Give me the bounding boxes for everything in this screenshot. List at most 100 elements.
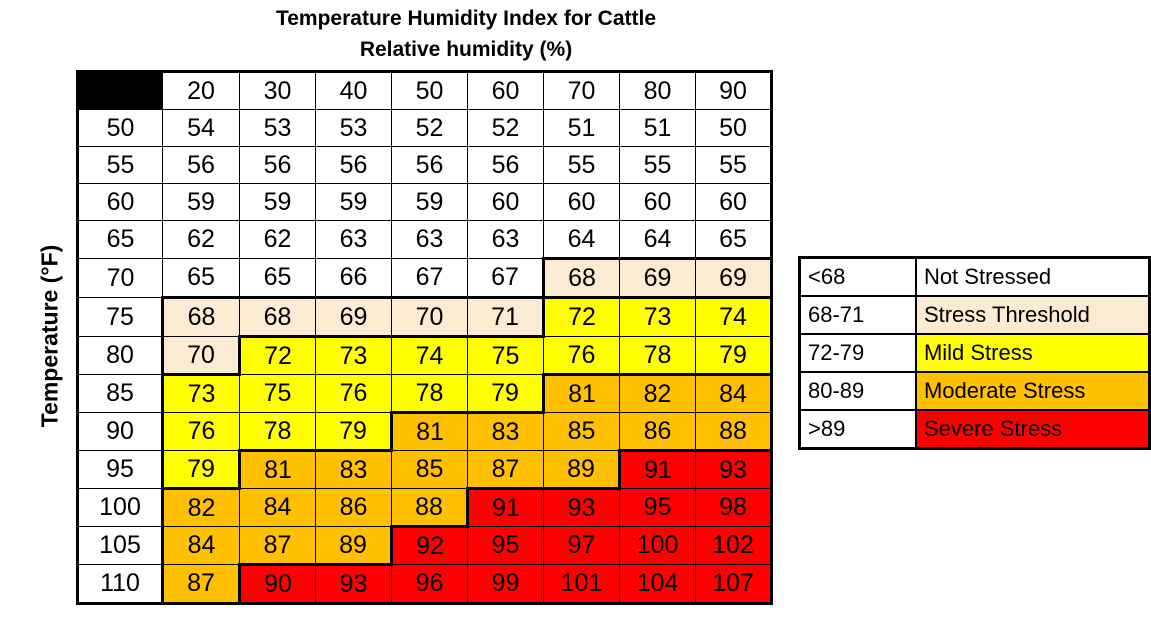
legend-row: 72-79 Mild Stress bbox=[798, 333, 1151, 373]
thi-cell: 102 bbox=[695, 526, 772, 565]
humidity-axis-title: Relative humidity (%) bbox=[359, 38, 573, 61]
thi-cell: 51 bbox=[543, 109, 620, 147]
thi-cell: 93 bbox=[543, 487, 620, 527]
thi-cell: 81 bbox=[390, 411, 468, 451]
thi-cell: 78 bbox=[391, 374, 468, 413]
table-row: 70 65 65 66 67 67 68 69 69 bbox=[77, 257, 772, 298]
legend-row: 68-71 Stress Threshold bbox=[798, 295, 1151, 335]
thi-cell: 63 bbox=[315, 220, 392, 259]
temperature-row-header: 110 bbox=[77, 564, 163, 604]
legend-range-cell: >89 bbox=[798, 409, 917, 450]
temperature-row-header: 80 bbox=[77, 336, 163, 375]
thi-cell: 91 bbox=[618, 449, 696, 489]
humidity-header-row: 20 30 40 50 60 70 80 90 bbox=[77, 71, 772, 110]
thi-cell: 79 bbox=[315, 412, 392, 451]
thi-cell: 91 bbox=[466, 487, 544, 527]
thi-cell: 84 bbox=[695, 373, 772, 413]
thi-cell: 76 bbox=[315, 374, 392, 413]
table-row: 110 87 90 93 96 99 101 104 107 bbox=[77, 563, 772, 604]
thi-cell: 73 bbox=[315, 335, 392, 375]
thi-cell: 59 bbox=[391, 183, 468, 221]
thi-cell: 88 bbox=[391, 488, 468, 527]
humidity-column-header: 20 bbox=[162, 71, 240, 110]
thi-cell: 56 bbox=[239, 146, 316, 184]
thi-cell: 78 bbox=[619, 336, 696, 375]
thi-cell: 78 bbox=[239, 412, 316, 451]
thi-cell: 79 bbox=[161, 450, 240, 489]
thi-cell: 89 bbox=[315, 526, 392, 565]
legend-label-cell: Severe Stress bbox=[914, 409, 1151, 450]
thi-cell: 59 bbox=[315, 183, 392, 221]
thi-cell: 69 bbox=[315, 296, 392, 337]
thi-cell: 99 bbox=[467, 564, 544, 604]
legend-range-cell: 80-89 bbox=[798, 371, 917, 411]
thi-cell: 75 bbox=[239, 374, 316, 413]
legend-row: >89 Severe Stress bbox=[798, 409, 1151, 450]
thi-cell: 54 bbox=[162, 109, 240, 147]
thi-cell: 55 bbox=[695, 146, 772, 184]
thi-cell: 65 bbox=[239, 258, 316, 298]
thi-cell: 56 bbox=[315, 146, 392, 184]
thi-cell: 68 bbox=[542, 257, 620, 298]
thi-cell: 89 bbox=[543, 450, 620, 489]
thi-cell: 73 bbox=[619, 296, 696, 337]
table-row: 85 73 75 76 78 79 81 82 84 bbox=[77, 373, 772, 413]
thi-cell: 70 bbox=[161, 336, 240, 375]
thi-cell: 71 bbox=[467, 296, 544, 337]
humidity-column-header: 40 bbox=[315, 71, 392, 110]
table-row: 60 59 59 59 59 60 60 60 60 bbox=[77, 183, 772, 221]
thi-cell: 67 bbox=[467, 258, 544, 298]
thi-cell: 85 bbox=[391, 450, 468, 489]
thi-cell: 56 bbox=[162, 146, 240, 184]
thi-cell: 86 bbox=[315, 488, 392, 527]
thi-cell: 84 bbox=[239, 488, 316, 527]
thi-cell: 70 bbox=[391, 296, 468, 337]
thi-cell: 81 bbox=[542, 373, 620, 413]
thi-cell: 93 bbox=[695, 449, 772, 489]
thi-cell: 79 bbox=[695, 336, 772, 375]
thi-cell: 60 bbox=[619, 183, 696, 221]
table-row: 105 84 87 89 92 95 97 100 102 bbox=[77, 525, 772, 565]
thi-cell: 96 bbox=[391, 564, 468, 604]
table-row: 90 76 78 79 81 83 85 86 88 bbox=[77, 411, 772, 451]
thi-cell: 85 bbox=[543, 412, 620, 451]
temperature-row-header: 70 bbox=[77, 258, 163, 298]
thi-cell: 68 bbox=[161, 296, 240, 337]
thi-cell: 59 bbox=[239, 183, 316, 221]
thi-cell: 74 bbox=[695, 296, 772, 337]
thi-cell: 69 bbox=[695, 257, 772, 298]
table-row: 80 70 72 73 74 75 76 78 79 bbox=[77, 335, 772, 375]
thi-cell: 63 bbox=[391, 220, 468, 259]
thi-cell: 88 bbox=[695, 412, 772, 451]
thi-table: 20 30 40 50 60 70 80 90 50 54 53 53 52 52 51 51 50 55 56 56… bbox=[76, 70, 773, 605]
thi-cell: 72 bbox=[542, 296, 620, 337]
thi-cell: 84 bbox=[161, 526, 240, 565]
temperature-row-header: 50 bbox=[77, 109, 163, 147]
thi-cell: 55 bbox=[543, 146, 620, 184]
thi-cell: 62 bbox=[239, 220, 316, 259]
thi-cell: 104 bbox=[619, 564, 696, 604]
thi-cell: 97 bbox=[543, 526, 620, 565]
table-row: 95 79 81 83 85 87 89 91 93 bbox=[77, 449, 772, 489]
thi-cell: 76 bbox=[543, 336, 620, 375]
thi-cell: 56 bbox=[391, 146, 468, 184]
humidity-column-header: 50 bbox=[391, 71, 468, 110]
legend-label-cell: Mild Stress bbox=[914, 333, 1151, 373]
thi-cell: 107 bbox=[695, 564, 772, 604]
temperature-row-header: 75 bbox=[77, 297, 163, 337]
corner-cell bbox=[77, 71, 163, 110]
thi-cell: 50 bbox=[695, 109, 772, 147]
humidity-column-header: 80 bbox=[619, 71, 696, 110]
thi-cell: 65 bbox=[162, 258, 240, 298]
thi-cell: 62 bbox=[162, 220, 240, 259]
temperature-row-header: 85 bbox=[77, 374, 163, 413]
thi-cell: 60 bbox=[695, 183, 772, 221]
thi-cell: 95 bbox=[467, 526, 544, 565]
thi-cell: 66 bbox=[315, 258, 392, 298]
thi-cell: 65 bbox=[695, 220, 772, 259]
temperature-row-header: 100 bbox=[77, 488, 163, 527]
table-row: 65 62 62 63 63 63 64 64 65 bbox=[77, 220, 772, 259]
legend-label-cell: Not Stressed bbox=[914, 256, 1151, 297]
thi-cell: 55 bbox=[619, 146, 696, 184]
legend-range-cell: 68-71 bbox=[798, 295, 917, 335]
